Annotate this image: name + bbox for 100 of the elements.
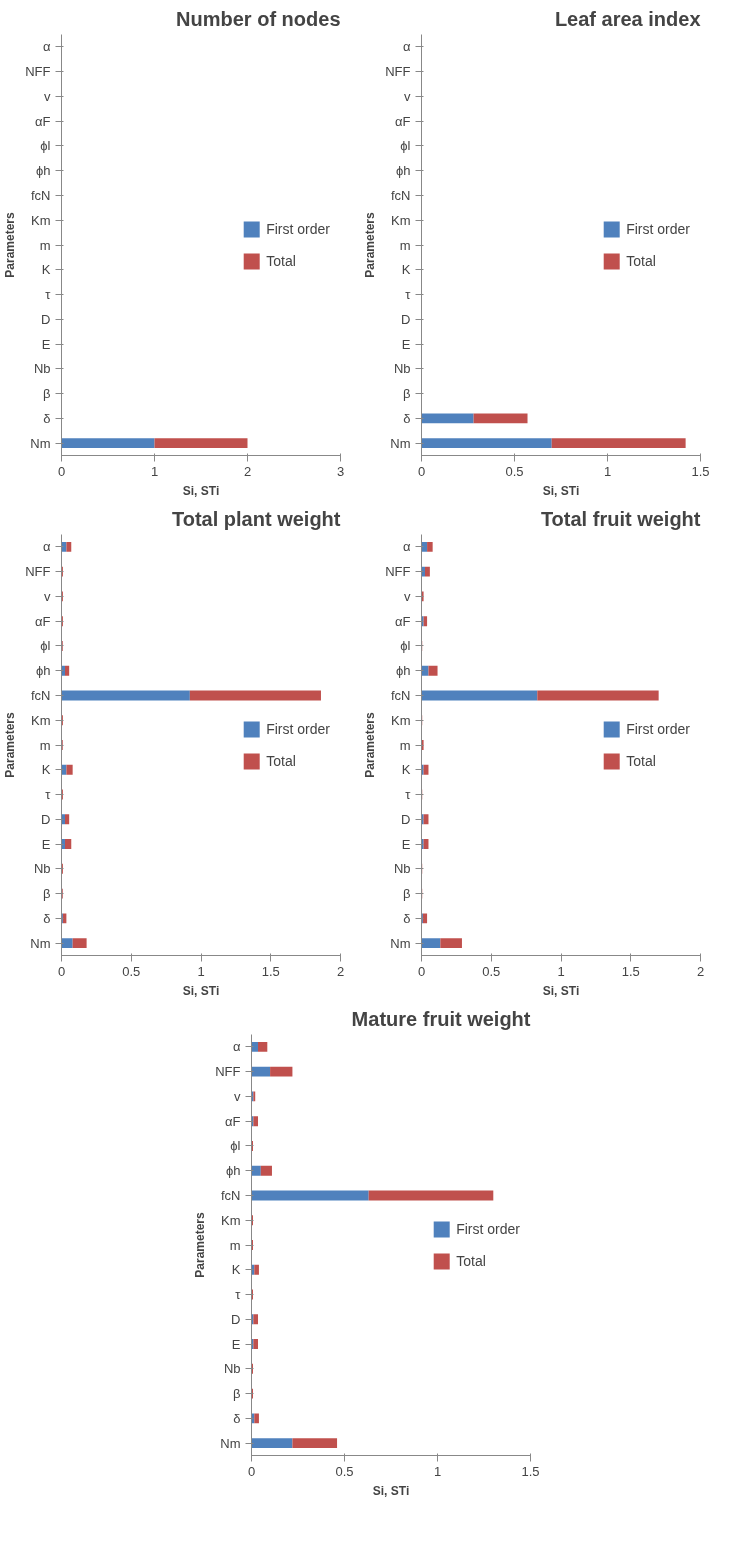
y-tick-label: Km — [31, 712, 51, 728]
y-tick-label: E — [401, 836, 411, 852]
chart-title: Number of nodes — [176, 7, 341, 30]
x-tick-label: 0.5 — [335, 1463, 354, 1479]
y-tick-label: NFF — [25, 564, 51, 580]
legend-label: Total — [266, 752, 296, 769]
y-tick-label: v — [404, 88, 411, 104]
y-tick-label: τ — [45, 287, 52, 303]
y-tick-label: D — [231, 1311, 241, 1327]
y-axis-title: Parameters — [363, 211, 378, 278]
y-tick-label: Nb — [223, 1361, 241, 1377]
x-tick-label: 2 — [336, 963, 345, 979]
legend-label: First order — [266, 720, 330, 737]
x-tick-label: 2 — [696, 963, 705, 979]
y-tick-label: K — [41, 262, 51, 278]
x-tick-label: 0.5 — [482, 963, 501, 979]
y-tick-label: Km — [391, 212, 411, 228]
x-axis-title: Si, STi — [372, 1483, 410, 1498]
y-tick-label: τ — [45, 787, 52, 803]
y-tick-label: δ — [43, 910, 51, 926]
y-tick-label: δ — [43, 410, 51, 426]
y-tick-label: D — [41, 311, 51, 327]
y-tick-label: ϕl — [230, 1138, 241, 1154]
y-tick-label: E — [41, 336, 51, 352]
y-axis-title: Parameters — [193, 1211, 208, 1278]
x-tick-label: 1 — [603, 463, 612, 479]
x-tick-label: 0.5 — [122, 963, 141, 979]
y-tick-label: K — [401, 262, 411, 278]
x-tick-label: 3 — [336, 463, 345, 479]
legend-label: Total — [266, 252, 296, 269]
y-tick-label: α — [232, 1039, 241, 1055]
y-tick-label: Km — [221, 1212, 241, 1228]
y-tick-label: δ — [403, 910, 411, 926]
x-tick-label: 0 — [417, 463, 426, 479]
y-tick-label: β — [233, 1386, 241, 1402]
y-tick-label: NFF — [25, 64, 51, 80]
y-tick-label: ϕh — [35, 163, 51, 179]
y-tick-label: fcN — [31, 187, 51, 203]
y-tick-label: Nb — [393, 861, 411, 877]
x-axis-title: Si, STi — [542, 483, 580, 498]
y-tick-label: K — [41, 762, 51, 778]
x-tick-label: 0.5 — [505, 463, 524, 479]
y-tick-label: D — [401, 311, 411, 327]
chart-title: Leaf area index — [554, 7, 701, 30]
y-tick-label: m — [39, 737, 51, 753]
y-tick-label: fcN — [221, 1187, 241, 1203]
y-tick-label: K — [231, 1262, 241, 1278]
x-tick-label: 1.5 — [621, 963, 640, 979]
y-tick-label: D — [41, 811, 51, 827]
y-tick-label: β — [43, 386, 51, 402]
y-tick-label: Nb — [33, 861, 51, 877]
y-tick-label: δ — [403, 410, 411, 426]
x-tick-label: 2 — [243, 463, 252, 479]
x-tick-label: 1 — [433, 1463, 442, 1479]
y-tick-label: αF — [225, 1113, 241, 1129]
y-tick-label: v — [44, 588, 51, 604]
y-tick-label: ϕl — [400, 138, 411, 154]
y-tick-label: αF — [395, 613, 411, 629]
y-tick-label: ϕh — [395, 663, 411, 679]
y-tick-label: β — [403, 886, 411, 902]
y-tick-label: Nb — [33, 361, 51, 377]
y-tick-label: K — [401, 762, 411, 778]
legend-label: First order — [266, 220, 330, 237]
y-tick-label: fcN — [391, 687, 411, 703]
y-tick-label: m — [39, 237, 51, 253]
x-tick-label: 1 — [197, 963, 205, 979]
y-tick-label: α — [42, 39, 51, 55]
legend-label: First order — [626, 220, 690, 237]
y-tick-label: ϕh — [35, 663, 51, 679]
y-axis-title: Parameters — [3, 211, 18, 278]
y-tick-label: m — [399, 737, 411, 753]
legend-label: Total — [626, 752, 656, 769]
y-axis-title: Parameters — [3, 711, 18, 778]
legend-label: First order — [626, 720, 690, 737]
x-axis-title: Si, STi — [542, 983, 580, 998]
y-tick-label: Nm — [30, 935, 51, 951]
y-tick-label: m — [229, 1237, 241, 1253]
y-tick-label: α — [402, 539, 411, 555]
y-tick-label: αF — [395, 113, 411, 129]
y-tick-label: NFF — [215, 1064, 241, 1080]
y-tick-label: αF — [35, 113, 51, 129]
x-tick-label: 0 — [57, 463, 66, 479]
y-tick-label: m — [399, 237, 411, 253]
x-tick-label: 1.5 — [521, 1463, 540, 1479]
y-tick-label: β — [43, 886, 51, 902]
y-tick-label: ϕh — [225, 1163, 241, 1179]
legend-label: First order — [456, 1220, 520, 1237]
y-tick-label: β — [403, 386, 411, 402]
x-axis-title: Si, STi — [182, 983, 220, 998]
y-tick-label: δ — [233, 1410, 241, 1426]
legend-label: Total — [626, 252, 656, 269]
y-tick-label: E — [41, 836, 51, 852]
y-tick-label: τ — [405, 287, 412, 303]
y-tick-label: Nm — [390, 435, 411, 451]
y-tick-label: Nm — [390, 935, 411, 951]
x-tick-label: 0 — [247, 1463, 256, 1479]
y-tick-label: v — [234, 1088, 241, 1104]
y-tick-label: ϕh — [395, 163, 411, 179]
y-tick-label: fcN — [31, 687, 51, 703]
y-tick-label: Nm — [30, 435, 51, 451]
